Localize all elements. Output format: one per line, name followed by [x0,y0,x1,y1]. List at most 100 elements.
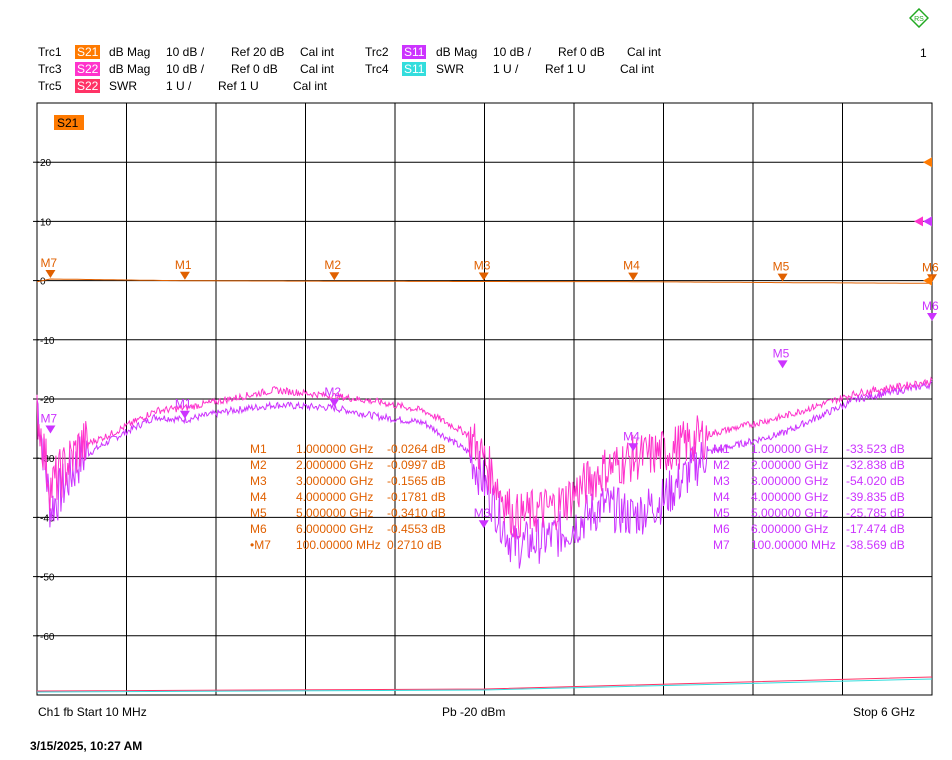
trace-scale: 1 U / [166,79,192,93]
marker-value: -0.0997 dB [387,458,446,472]
trace-scale: 10 dB / [493,45,532,59]
marker-s21-m3 [478,272,489,281]
y-tick-label: 10 [40,217,52,228]
trace-scale: 1 U / [493,62,519,76]
trace-id: Trc1 [38,45,62,59]
active-trace-label-box [54,115,84,130]
marker-frequency: 2.000000 GHz [296,458,374,472]
marker-value: -38.569 dB [846,538,905,552]
footer-start: Ch1 fb Start 10 MHz [38,705,147,719]
marker-s21-m2 [329,272,340,281]
marker-s11-m3 [478,520,489,529]
marker-frequency: 1.000000 GHz [296,442,374,456]
marker-frequency: 6.000000 GHz [751,522,829,536]
trace-format: dB Mag [436,45,478,59]
marker-s21-m5 [777,273,788,282]
trace-param-badge: S22 [75,79,101,93]
ref-level-arrow [923,216,932,227]
vendor-logo: RS [909,8,929,28]
footer-stop: Stop 6 GHz [853,705,916,719]
trace-id: Trc3 [38,62,62,76]
trace-ref: Ref 1 U [545,62,586,76]
marker-label: M4 [623,429,640,443]
marker-value: -0.4553 dB [387,522,446,536]
trace-line-s22 [36,376,933,540]
marker-frequency: 100.00000 MHz [296,538,381,552]
marker-label: M6 [922,299,939,313]
marker-s11-m6 [927,313,937,322]
timestamp: 3/15/2025, 10:27 AM [30,739,143,753]
trace-ref: Ref 0 dB [558,45,605,59]
marker-id: M1 [250,442,267,456]
trace-id: Trc4 [365,62,389,76]
marker-value: -0.1781 dB [387,490,446,504]
trace-format: dB Mag [109,62,151,76]
ref-level-arrow [914,216,923,227]
y-tick-label: -60 [40,632,55,643]
marker-label: M6 [922,260,939,274]
trace-cal: Cal int [627,45,662,59]
marker-frequency: 6.000000 GHz [296,522,374,536]
marker-label: M3 [474,259,491,273]
marker-value: -0.3410 dB [387,506,446,520]
marker-frequency: 1.000000 GHz [751,442,829,456]
marker-frequency: 5.000000 GHz [296,506,374,520]
trace-scale: 10 dB / [166,45,205,59]
trace-line-s21 [36,278,932,284]
marker-label: M2 [324,258,341,272]
marker-s21-m7 [45,269,56,278]
marker-value: -39.835 dB [846,490,905,504]
marker-label: M7 [40,256,57,270]
y-tick-label: -10 [40,336,55,347]
y-tick-label: -50 [40,573,55,584]
marker-s11-m4 [628,443,639,452]
ref-level-arrow [923,157,932,168]
marker-frequency: 2.000000 GHz [751,458,829,472]
marker-id: M5 [250,506,267,520]
marker-label: M4 [623,259,640,273]
marker-label: M2 [324,385,341,399]
marker-frequency: 4.000000 GHz [296,490,374,504]
trace-param-badge: S11 [402,62,427,76]
trace-cal: Cal int [293,79,328,93]
marker-value: -54.020 dB [846,474,905,488]
trace-id: Trc2 [365,45,389,59]
page-number: 1 [920,46,927,60]
marker-label: M5 [773,346,790,360]
marker-value: -0.0264 dB [387,442,446,456]
trace-cal: Cal int [300,45,335,59]
trace-format: SWR [436,62,464,76]
marker-label: M5 [773,260,790,274]
marker-s21-m4 [628,272,639,281]
marker-id: M6 [713,522,730,536]
trace-param-badge: S22 [75,62,101,76]
chart-plot: 20 10 0 -10 -20 -30 -40 -50 -60 S21 M1 M2 M3 M4 M5 M6 M7… [33,102,939,696]
ref-level-arrow [923,275,932,286]
trace-id: Trc5 [38,79,62,93]
trace-param-badge: S11 [402,45,427,59]
svg-text:RS: RS [914,16,924,23]
marker-label: M1 [175,258,192,272]
trace-format: SWR [109,79,137,93]
trace-cal: Cal int [620,62,655,76]
y-tick-label: -40 [40,513,55,524]
marker-value: 0.2710 dB [387,538,442,552]
trace-cal: Cal int [300,62,335,76]
trace-format: dB Mag [109,45,151,59]
active-trace-label: S21 [57,116,79,130]
marker-id: M2 [713,458,730,472]
marker-id: M3 [713,474,730,488]
marker-id: •M7 [250,538,271,552]
trace-line-s11 [36,380,933,569]
trace-line-s11-swr [36,678,933,693]
marker-value: -25.785 dB [846,506,905,520]
y-tick-label: -20 [40,395,55,406]
marker-id: M2 [250,458,267,472]
trace-param-badge: S21 [75,45,101,59]
trace-ref: Ref 0 dB [231,62,278,76]
marker-s11-m5 [777,360,788,369]
marker-label: M3 [474,506,491,520]
marker-id: M5 [713,506,730,520]
marker-label: M7 [40,412,57,426]
marker-id: M1 [713,442,730,456]
